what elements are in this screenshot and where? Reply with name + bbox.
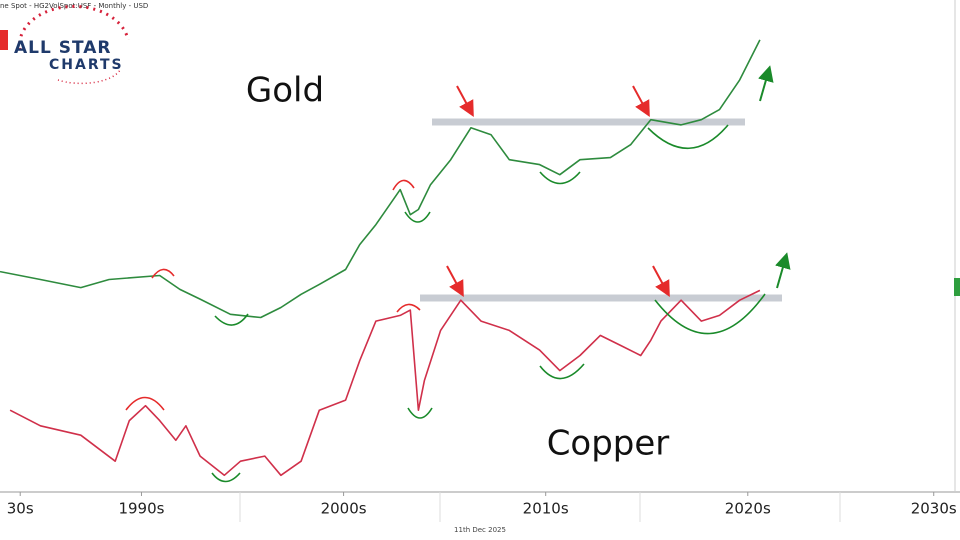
red-arrow	[652, 265, 670, 298]
logo-text: CHARTS	[49, 57, 124, 73]
red-arrow	[456, 85, 474, 118]
red-arrow	[632, 85, 650, 118]
bowl	[404, 211, 431, 223]
top-arc	[396, 303, 421, 313]
top-arc	[151, 268, 175, 279]
bowl	[647, 124, 729, 150]
logo-stars	[18, 4, 130, 51]
logo-dots	[57, 69, 121, 85]
green-arrow	[758, 65, 774, 102]
top-arc	[125, 396, 165, 411]
footer-date: 11th Dec 2025	[454, 526, 506, 534]
top-arc	[392, 179, 415, 191]
annotations	[125, 65, 791, 483]
logo-text: ALL STAR	[14, 38, 112, 58]
price-marker	[954, 278, 960, 296]
x-tick-label: 2030s	[911, 500, 957, 518]
series-line	[0, 39, 761, 319]
x-tick-label: 1990s	[118, 500, 164, 518]
logo: ALL STAR CHARTS	[0, 4, 130, 85]
logo-badge	[0, 30, 8, 50]
bowl	[211, 472, 241, 483]
x-tick-label: 2020s	[725, 500, 771, 518]
x-tick-label: 30s	[7, 500, 34, 518]
bowl	[407, 407, 433, 419]
x-tick-label: 2000s	[321, 500, 367, 518]
series-label: Copper	[547, 424, 670, 464]
bowl	[654, 293, 766, 335]
green-arrow	[775, 252, 791, 289]
red-arrow	[446, 265, 464, 298]
x-tick-label: 2010s	[523, 500, 569, 518]
bowl	[539, 363, 585, 380]
series-label: Gold	[246, 71, 324, 111]
series-line	[9, 289, 761, 477]
bowl	[214, 313, 249, 326]
bowl	[539, 171, 581, 185]
